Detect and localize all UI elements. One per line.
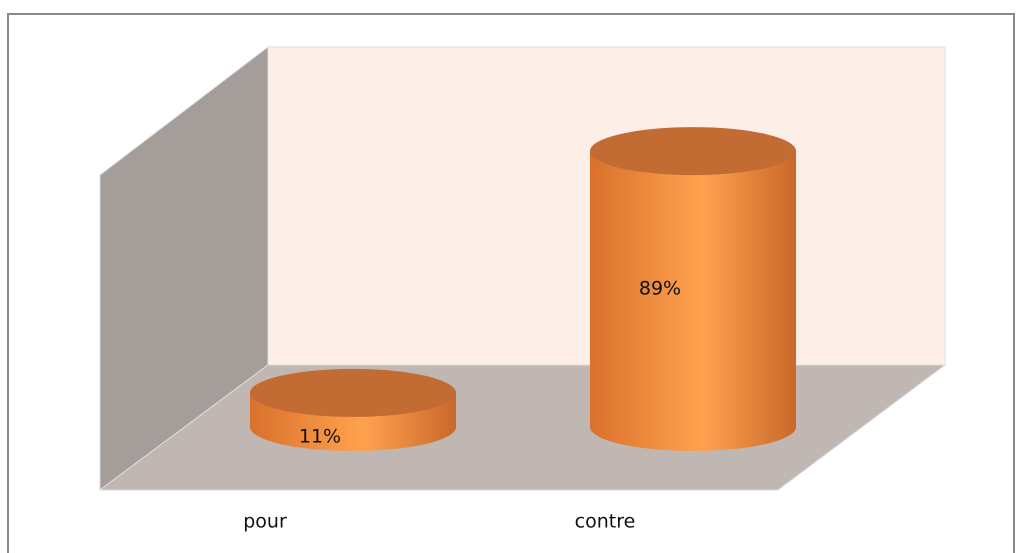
cylinder-body [590, 151, 796, 451]
x-tick-label: contre [575, 511, 636, 533]
cylinder-top [250, 368, 456, 417]
x-tick-label: pour [243, 511, 287, 533]
cylinder [590, 127, 796, 451]
cylinder-top [590, 127, 796, 176]
value-label: 89% [639, 278, 681, 300]
cylinder [250, 368, 456, 451]
value-label: 11% [299, 426, 341, 448]
